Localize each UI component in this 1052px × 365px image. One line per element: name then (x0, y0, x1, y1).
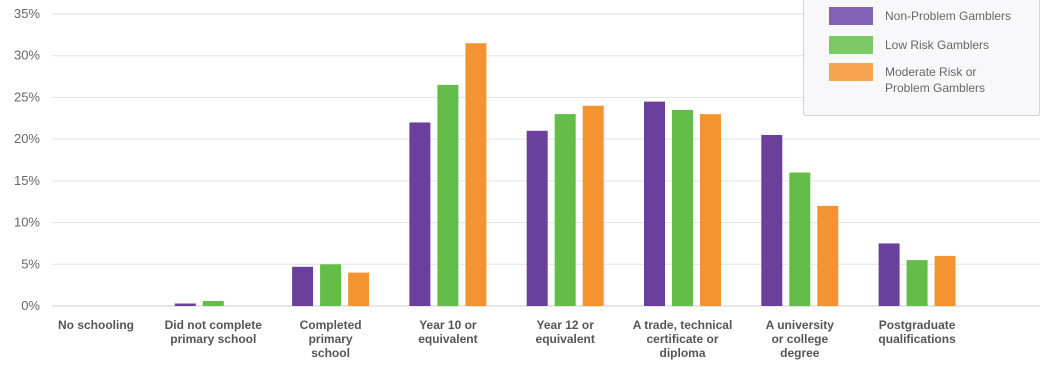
x-tick-label: Completed primary school (300, 318, 362, 360)
bar (700, 114, 721, 306)
x-tick-label-line: diploma (659, 346, 705, 360)
x-tick-label-line: equivalent (418, 332, 477, 346)
x-tick-label: A trade, technical certificate or diploma (633, 318, 733, 360)
legend-swatch (829, 63, 873, 81)
bar (437, 84, 459, 306)
y-tick-label: 15% (14, 173, 40, 188)
x-tick-label-line: qualifications (878, 332, 956, 346)
bar (878, 243, 900, 306)
legend-label-line: Low Risk Gamblers (885, 38, 989, 52)
y-tick-label: 25% (14, 89, 40, 104)
x-tick-label-line: primary school (170, 332, 256, 346)
x-tick-label-line: Completed (300, 318, 362, 332)
y-tick-label: 10% (14, 215, 40, 230)
y-axis: 0% 5% 10% 15% 20% 25% 30% 35% (14, 6, 40, 313)
bar (644, 101, 665, 306)
bar (789, 172, 811, 306)
legend-label: Moderate Risk or Problem Gamblers (885, 65, 985, 95)
x-tick-label-line: Year 10 or (419, 318, 477, 332)
x-tick-label: A university or college degree (766, 318, 835, 360)
x-tick-label: Postgraduate qualifications (878, 318, 956, 346)
bar (554, 114, 576, 306)
bar (761, 134, 783, 306)
y-tick-label: 20% (14, 131, 40, 146)
x-tick-label-line: Year 12 or (537, 318, 595, 332)
x-tick-label-line: equivalent (536, 332, 595, 346)
bar (174, 303, 196, 306)
legend-label-line: Problem Gamblers (885, 81, 985, 95)
x-tick-label: Year 12 or equivalent (536, 318, 595, 346)
bar (906, 260, 928, 306)
bar (582, 105, 604, 307)
y-tick-label: 30% (14, 48, 40, 63)
x-tick-label-line: Did not complete (165, 318, 263, 332)
x-tick-label-line: certificate or (646, 332, 718, 346)
legend-swatch (829, 7, 873, 25)
bar (672, 109, 693, 306)
bar (465, 43, 487, 306)
legend-label-line: Non-Problem Gamblers (885, 9, 1011, 23)
legend-label: Non-Problem Gamblers (885, 9, 1011, 23)
legend-label-line: Moderate Risk or (885, 65, 976, 79)
x-tick-label-line: school (311, 346, 350, 360)
bar (202, 300, 224, 306)
x-tick-label-line: No schooling (58, 318, 134, 332)
legend: Non-Problem Gamblers Low Risk Gamblers Mod… (803, 0, 1040, 116)
bar (817, 205, 839, 306)
bars (174, 43, 956, 307)
bar (526, 130, 548, 306)
x-tick-label-line: or college (771, 332, 828, 346)
x-tick-label-line: primary (309, 332, 353, 346)
bar (934, 255, 956, 306)
x-tick-label-line: A university (766, 318, 835, 332)
x-tick-label-line: A trade, technical (633, 318, 733, 332)
bar (320, 264, 342, 306)
bar (409, 122, 431, 307)
x-axis: No schooling Did not complete primary scho… (58, 318, 956, 360)
x-tick-label: Year 10 or equivalent (418, 318, 477, 346)
y-tick-label: 0% (21, 298, 40, 313)
y-tick-label: 35% (14, 6, 40, 21)
x-tick-label: No schooling (58, 318, 134, 332)
bar (292, 266, 314, 306)
legend-box (803, 0, 1040, 116)
y-tick-label: 5% (21, 256, 40, 271)
x-tick-label: Did not complete primary school (165, 318, 263, 346)
x-tick-label-line: degree (780, 346, 820, 360)
bar (348, 272, 370, 306)
x-tick-label-line: Postgraduate (879, 318, 956, 332)
legend-swatch (829, 36, 873, 54)
legend-label: Low Risk Gamblers (885, 38, 989, 52)
